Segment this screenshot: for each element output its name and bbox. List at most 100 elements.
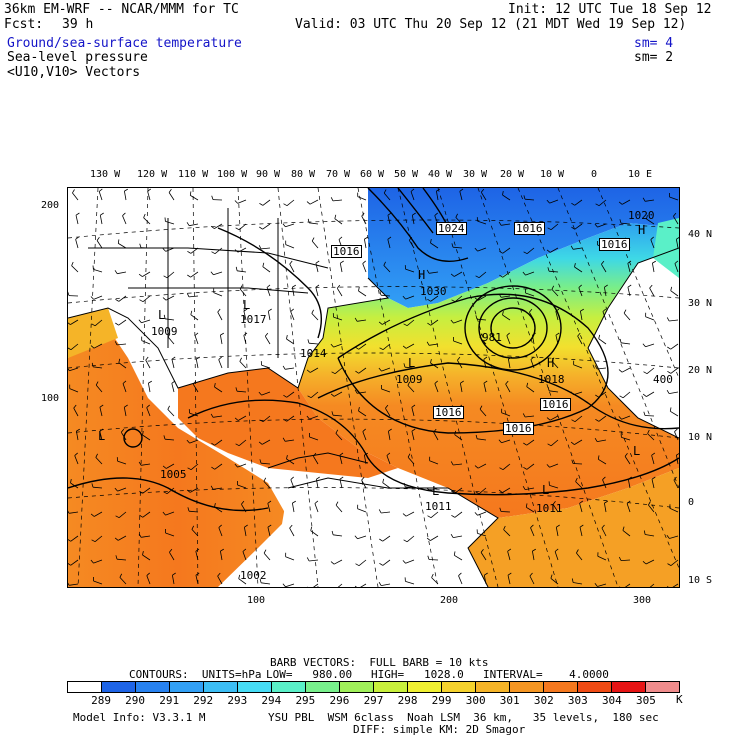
wind-barb-flag — [547, 267, 550, 272]
wind-barb — [214, 247, 223, 255]
wind-barb — [529, 312, 535, 321]
wind-barb — [503, 529, 511, 537]
wind-barb — [532, 335, 535, 345]
wind-barb — [387, 239, 391, 249]
wind-barb-flag — [555, 308, 560, 312]
colorbar-segment — [306, 682, 340, 692]
wind-barb — [430, 511, 439, 519]
wind-barb-flag — [68, 539, 71, 542]
wind-barb-flag — [186, 222, 190, 226]
wind-barb-flag — [407, 453, 411, 458]
wind-barb — [262, 266, 271, 273]
wind-barb — [142, 487, 151, 494]
wind-barb — [385, 408, 391, 417]
wind-barb-flag — [498, 221, 502, 226]
wind-barb-flag — [571, 578, 574, 583]
wind-barb — [142, 511, 151, 518]
wind-barb-flag — [643, 530, 646, 535]
wind-barb-flag — [578, 284, 582, 288]
wind-barb — [93, 559, 103, 564]
wind-barb-flag — [311, 309, 314, 314]
wind-barb — [213, 292, 223, 297]
wind-barb — [309, 222, 319, 225]
wind-barb — [217, 575, 223, 585]
wind-barb — [218, 359, 223, 369]
pacific-sea-north — [68, 308, 118, 358]
wind-barb — [119, 577, 127, 585]
wind-barb — [192, 384, 199, 393]
wind-barb-flag — [427, 555, 430, 560]
wind-barb-flag — [378, 367, 382, 372]
wind-barb-flag — [505, 380, 509, 385]
wind-barb-flag — [186, 439, 190, 444]
wind-barb-flag — [474, 247, 478, 252]
wind-barb — [382, 482, 391, 489]
wind-barb-flag — [529, 308, 533, 313]
contours-low: LOW= 980.00 — [266, 668, 353, 681]
wind-barb-flag — [334, 214, 337, 219]
wind-barb — [405, 581, 415, 585]
wind-barb-flag — [434, 212, 438, 216]
wind-barb — [410, 191, 415, 201]
wind-barb-flag — [90, 345, 95, 349]
low-center: L — [432, 484, 440, 498]
wind-barb — [70, 535, 79, 542]
wind-barb — [70, 559, 79, 566]
wind-barb-flag — [119, 573, 123, 578]
pressure-label: 1016 — [331, 245, 362, 258]
wind-barb-flag — [217, 308, 221, 313]
wind-barb — [526, 386, 535, 393]
wind-barb-flag — [282, 437, 286, 442]
wind-barb-flag — [283, 394, 287, 398]
wind-barb — [94, 535, 103, 543]
wind-barb — [525, 415, 535, 418]
wind-barb — [429, 460, 439, 465]
wind-barb — [649, 287, 655, 297]
wind-barb-flag — [459, 188, 464, 192]
wind-barb — [357, 319, 367, 322]
wind-barb — [286, 391, 295, 398]
wind-barb-flag — [547, 386, 550, 391]
wind-barb-flag — [673, 212, 677, 217]
wind-barb — [214, 463, 223, 470]
wind-barb — [670, 290, 679, 297]
wind-barb — [380, 294, 391, 297]
wind-barb — [147, 191, 151, 201]
wind-barb — [479, 408, 487, 417]
wind-barb-flag — [666, 586, 669, 587]
wind-barb-flag — [266, 284, 271, 288]
wind-barb-flag — [522, 413, 526, 418]
wind-barb-flag — [210, 271, 214, 276]
grid-x-label: 200 — [440, 595, 459, 606]
wind-barb — [597, 555, 607, 561]
wind-barb — [626, 503, 631, 513]
wind-barb-flag — [358, 287, 360, 292]
wind-barb-flag — [403, 363, 406, 368]
wind-barb — [335, 504, 343, 513]
wind-barb-flag — [355, 563, 360, 567]
wind-barb-flag — [403, 539, 408, 543]
wind-barb-flag — [220, 332, 225, 336]
wind-barb — [502, 487, 511, 493]
lon-label: 20 W — [500, 169, 525, 180]
wind-barb-flag — [387, 236, 392, 240]
wind-barb — [552, 504, 559, 513]
wind-barb — [309, 199, 319, 205]
model-title: 36km EM-WRF -- NCAR/MMM for TC — [4, 2, 239, 17]
wind-barb — [262, 439, 271, 445]
wind-barb — [525, 292, 535, 297]
wind-barb-flag — [402, 513, 407, 517]
wind-barb-flag — [354, 585, 357, 587]
wind-barb — [69, 511, 79, 514]
wind-barb — [239, 361, 247, 369]
pressure-label: 1011 — [536, 502, 563, 515]
wind-barb — [554, 551, 559, 561]
wind-barb-flag — [426, 269, 430, 274]
lon-label: 0 — [591, 169, 598, 180]
wind-barb — [382, 343, 391, 351]
wind-barb — [70, 319, 79, 325]
wind-barb — [358, 343, 367, 350]
wind-barb-flag — [186, 293, 190, 298]
wind-barb-flag — [594, 583, 598, 587]
atlantic-sea — [298, 223, 679, 518]
